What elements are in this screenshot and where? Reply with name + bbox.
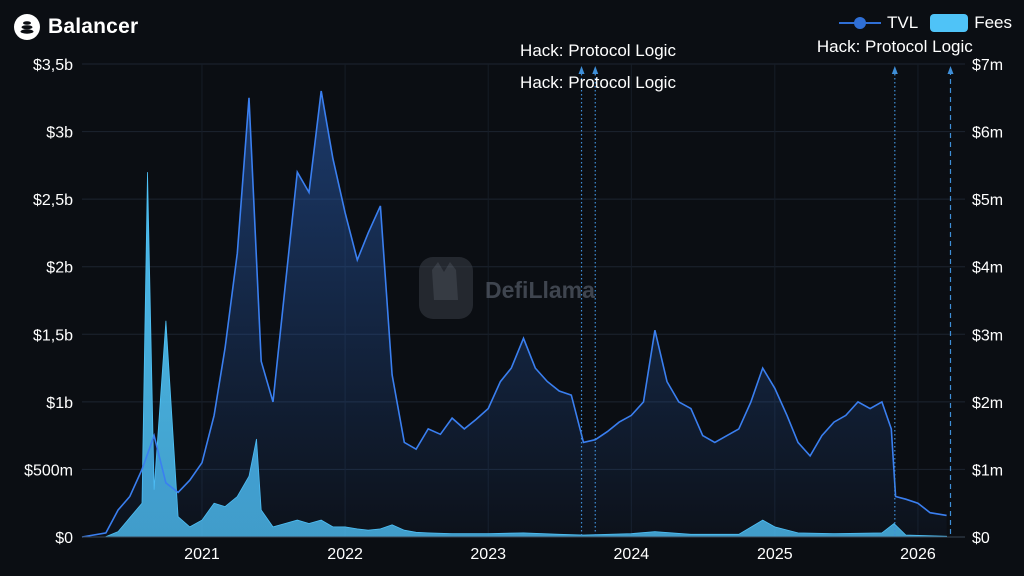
annotation-label: Hack: Protocol Logic (817, 37, 973, 56)
watermark-text: DefiLlama (485, 277, 595, 303)
y-left-tick-label: $2,5b (33, 192, 73, 209)
tvl-series-line (81, 90, 947, 538)
tvl-series-area (82, 91, 947, 537)
legend-item-tvl[interactable]: TVL (839, 13, 918, 33)
annotation-arrow-icon (947, 66, 954, 74)
y-left-tick-label: $1,5b (33, 327, 73, 344)
axis-labels: $0 $500m $1b $1,5b $2b $2,5b $3b $3,5b $0 $1m $2m $… (24, 57, 1003, 563)
y-right-tick-label: $5m (972, 192, 1003, 209)
y-right-tick-label: $0 (972, 530, 990, 547)
defillama-watermark: DefiLlama (419, 257, 595, 319)
y-left-tick-label: $1b (46, 395, 73, 412)
x-tick-label: 2021 (184, 546, 220, 563)
legend-item-fees[interactable]: Fees (930, 13, 1012, 33)
y-right-tick-label: $3m (972, 327, 1003, 344)
x-tick-label: 2025 (757, 546, 793, 563)
x-tick-label: 2022 (327, 546, 363, 563)
y-left-tick-label: $2b (46, 260, 73, 277)
legend-label-fees: Fees (974, 13, 1012, 32)
protocol-title: Balancer (48, 15, 139, 38)
y-left-tick-label: $0 (55, 530, 73, 547)
balancer-logo-icon (14, 14, 40, 40)
legend-box-icon (930, 14, 969, 32)
annotation-label: Hack: Protocol Logic (520, 41, 676, 60)
x-tick-label: 2023 (470, 546, 506, 563)
y-left-tick-label: $500m (24, 462, 73, 479)
annotation-arrow-icon (891, 66, 898, 74)
annotation-label: Hack: Protocol Logic (520, 73, 676, 92)
y-right-tick-label: $4m (972, 260, 1003, 277)
chart-legend: TVL Fees (839, 13, 1012, 33)
annotation-arrow-icon (578, 66, 585, 74)
chart-header: Balancer (14, 14, 138, 40)
legend-line-dot-icon (839, 17, 882, 29)
legend-label-tvl: TVL (887, 13, 919, 32)
x-tick-label: 2026 (900, 546, 936, 563)
x-tick-label: 2024 (614, 546, 650, 563)
y-right-tick-label: $7m (972, 57, 1003, 74)
y-right-tick-label: $6m (972, 125, 1003, 142)
y-left-tick-label: $3,5b (33, 57, 73, 74)
y-right-tick-label: $2m (972, 395, 1003, 412)
y-right-tick-label: $1m (972, 462, 1003, 479)
annotations-layer: Hack: Protocol Logic Hack: Protocol Logic… (520, 37, 973, 537)
annotation-arrow-icon (592, 66, 599, 74)
y-left-tick-label: $3b (46, 125, 73, 142)
